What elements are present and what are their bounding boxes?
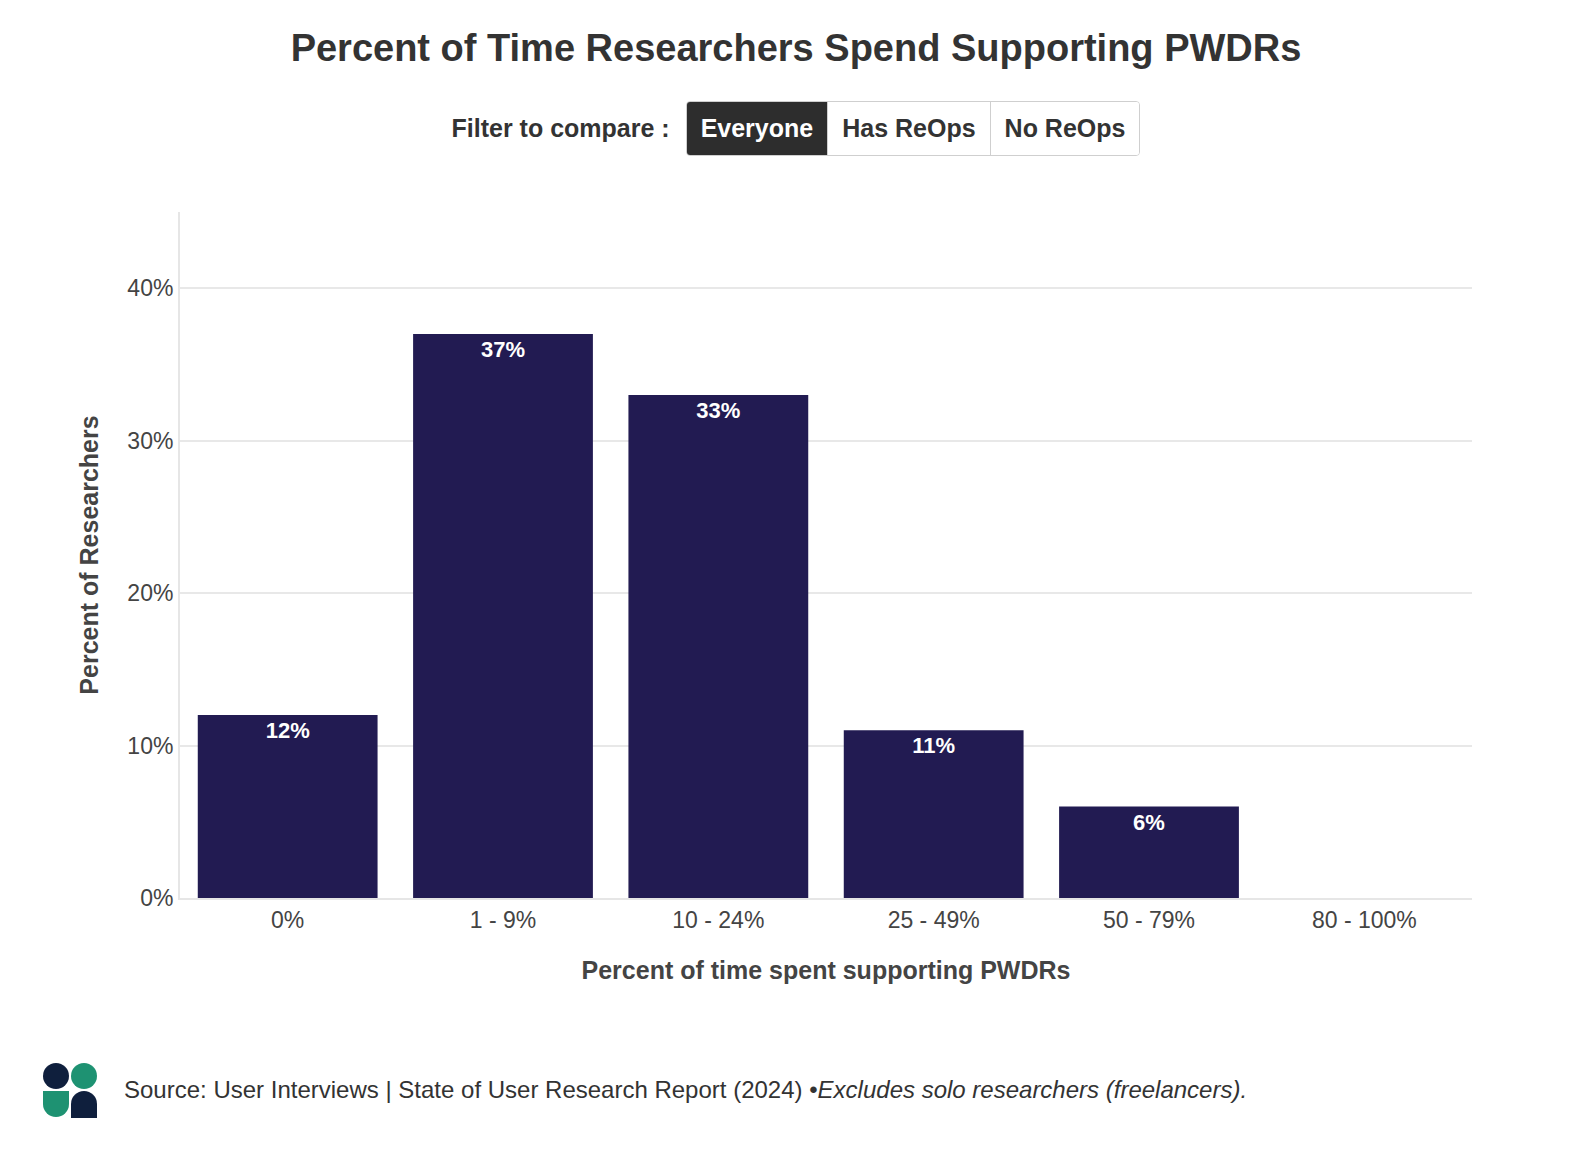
svg-text:20%: 20% bbox=[127, 580, 173, 606]
svg-text:Percent of time spent supporti: Percent of time spent supporting PWDRs bbox=[582, 956, 1071, 984]
html-text:Everyone: Everyone bbox=[700, 114, 814, 142]
html-text:Filter to compare :: Filter to compare : bbox=[451, 114, 670, 142]
svg-text:11%: 11% bbox=[912, 733, 955, 758]
svg-text:6%: 6% bbox=[1133, 810, 1165, 835]
svg-text:0%: 0% bbox=[271, 907, 304, 933]
svg-text:30%: 30% bbox=[127, 428, 173, 454]
svg-text:10 - 24%: 10 - 24% bbox=[672, 907, 764, 933]
svg-text:40%: 40% bbox=[127, 275, 173, 301]
svg-text:10%: 10% bbox=[127, 733, 173, 759]
svg-text:25 - 49%: 25 - 49% bbox=[888, 907, 980, 933]
svg-text:12%: 12% bbox=[266, 718, 310, 743]
svg-text:80 - 100%: 80 - 100% bbox=[1312, 907, 1417, 933]
svg-text:1 - 9%: 1 - 9% bbox=[470, 907, 536, 933]
html-text:Has ReOps: Has ReOps bbox=[842, 114, 976, 142]
svg-text:50 - 79%: 50 - 79% bbox=[1103, 907, 1195, 933]
svg-text:33%: 33% bbox=[696, 398, 740, 423]
html-text:Source: User Interviews | Stat: Source: User Interviews | State of User … bbox=[124, 1076, 1248, 1103]
svg-text:37%: 37% bbox=[481, 337, 525, 362]
html-text:No ReOps: No ReOps bbox=[1004, 114, 1126, 142]
svg-text:Percent of Researchers: Percent of Researchers bbox=[75, 415, 103, 694]
svg-text:0%: 0% bbox=[140, 885, 173, 911]
svg-text:Percent of Time Researchers Sp: Percent of Time Researchers Spend Suppor… bbox=[291, 27, 1302, 69]
